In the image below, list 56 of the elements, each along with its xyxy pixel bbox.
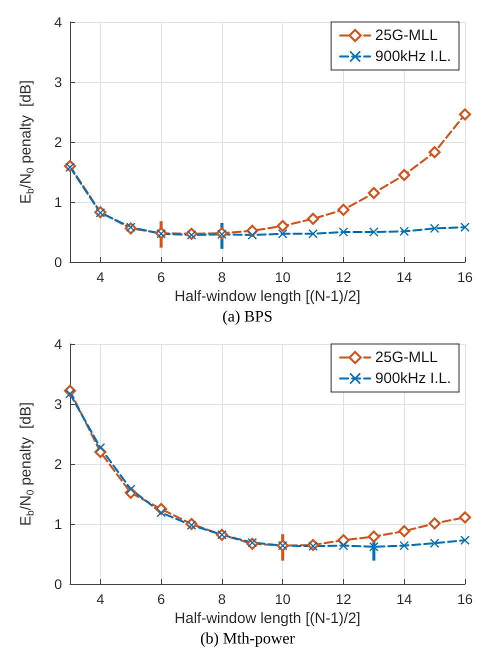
point <box>430 224 440 233</box>
y-tick-label: 2 <box>54 134 62 150</box>
y-tick-label: 4 <box>54 14 62 30</box>
point <box>338 541 348 550</box>
y-tick-label: 3 <box>54 396 62 412</box>
x-tick-label: 10 <box>274 591 291 607</box>
y-tick-label: 1 <box>54 516 62 532</box>
x-tick-label: 4 <box>96 269 104 285</box>
x-tick-label: 8 <box>218 269 226 285</box>
point <box>278 229 288 238</box>
point <box>368 530 380 543</box>
point <box>460 536 470 545</box>
text: (b) Mth-power <box>200 630 296 648</box>
point <box>369 542 378 552</box>
x-axis-title: Half-window length [(N-1)/2] <box>174 610 360 627</box>
y-axis-title: Eb/N0 penalty [dB] <box>18 80 36 204</box>
y-tick-label: 0 <box>54 254 62 270</box>
x-tick-label: 10 <box>274 269 291 285</box>
x-tick-label: 16 <box>457 269 473 285</box>
y-tick-label: 1 <box>54 194 62 210</box>
point <box>459 108 471 120</box>
x-tick-label: 6 <box>157 591 166 607</box>
point <box>400 541 409 550</box>
point <box>308 229 318 238</box>
x-tick-label: 8 <box>218 591 226 607</box>
legend-label: 900kHz I.L. <box>375 370 452 387</box>
x-axis-title: Half-window length [(N-1)/2] <box>174 288 360 305</box>
point <box>398 169 410 181</box>
x-tick-label: 4 <box>96 591 104 607</box>
y-tick-label: 4 <box>54 336 62 352</box>
point <box>459 511 471 524</box>
legend-label: 25G-MLL <box>375 349 438 366</box>
y-tick-label: 2 <box>54 456 62 472</box>
x-tick-label: 12 <box>336 591 352 607</box>
y-tick-label: 3 <box>54 74 62 90</box>
point <box>430 538 440 548</box>
point <box>398 525 410 538</box>
x-tick-label: 14 <box>396 269 412 285</box>
point <box>369 228 378 236</box>
x-tick-label: 12 <box>336 269 352 285</box>
y-axis-title: Eb/N0 penalty [dB] <box>18 402 36 526</box>
point <box>428 146 441 158</box>
point <box>307 212 320 225</box>
text: (a) BPS <box>222 308 273 326</box>
point <box>276 220 289 232</box>
x-tick-label: 6 <box>157 269 166 285</box>
x-tick-label: 16 <box>457 591 473 607</box>
legend-label: 900kHz I.L. <box>375 48 452 65</box>
point <box>428 517 441 530</box>
x-tick-label: 14 <box>396 591 412 607</box>
point <box>337 204 350 216</box>
point <box>460 222 470 232</box>
y-tick-label: 0 <box>54 576 62 592</box>
legend-label: 25G-MLL <box>375 27 438 44</box>
point <box>400 226 409 236</box>
point <box>368 187 380 199</box>
